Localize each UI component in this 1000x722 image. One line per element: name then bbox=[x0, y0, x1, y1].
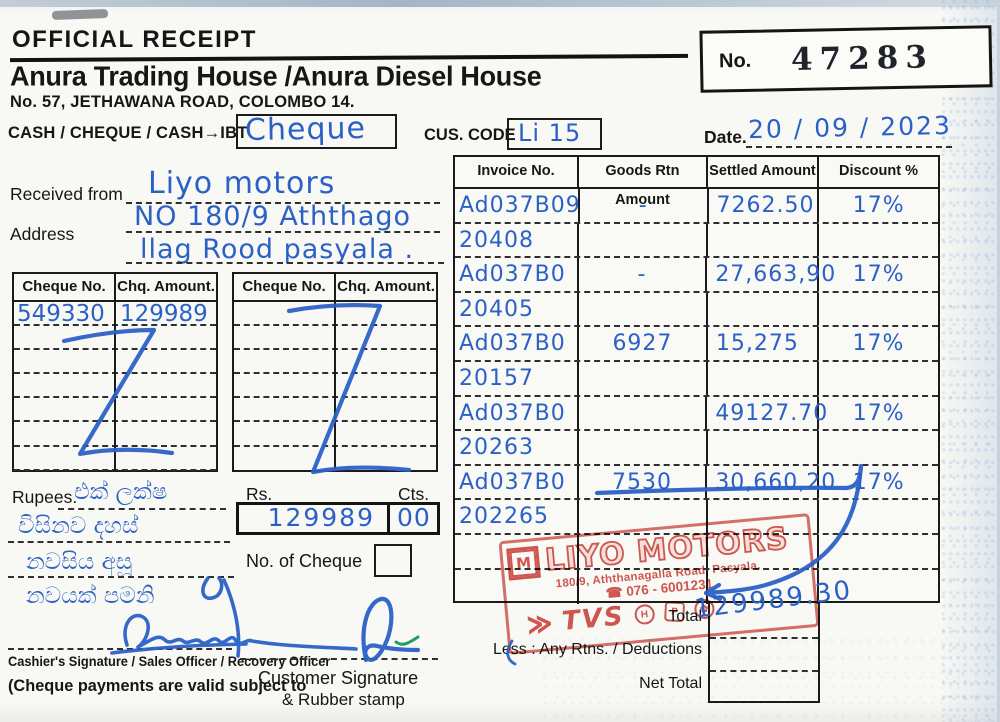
received-from-label: Received from bbox=[10, 184, 123, 204]
sinhala-flourish-stroke bbox=[201, 576, 241, 658]
rupees-rule1 bbox=[58, 508, 226, 510]
customer-signature-line bbox=[240, 658, 438, 660]
cashier-signature-line bbox=[8, 648, 232, 650]
less-deductions-label: Less : Any Rtns. / Deductions bbox=[493, 641, 702, 658]
cheque-no-header: Cheque No. bbox=[234, 274, 336, 300]
date-handwritten: 20 / 09 / 2023 bbox=[747, 110, 953, 145]
cts-label: Cts. bbox=[398, 484, 430, 504]
cheque-number-handwritten: 549330 bbox=[17, 301, 105, 327]
amount-words-line1: එක් ලක්ෂ bbox=[74, 479, 168, 505]
received-from-line bbox=[126, 202, 440, 204]
customer-signature-stroke bbox=[361, 596, 421, 663]
no-of-cheque-label: No. of Cheque bbox=[246, 551, 363, 571]
customer-signature-label: Customer Signature bbox=[258, 668, 419, 688]
total-label: Total bbox=[668, 608, 702, 625]
amount-box: 129989 00 bbox=[236, 502, 440, 535]
amount-words-line4: නවයක් පමනි bbox=[26, 583, 155, 609]
goods-rtn-header: Goods Rtn Amount bbox=[579, 157, 708, 208]
payment-method-label: CASH / CHEQUE / CASH→IBT bbox=[8, 124, 248, 142]
cheque-amount-handwritten: 129989 bbox=[120, 301, 208, 327]
receipt-number-box: No. 47283 bbox=[699, 25, 993, 93]
cts-amount-handwritten: 00 bbox=[397, 503, 431, 532]
address-line1-rule bbox=[126, 231, 440, 233]
receipt-number-label: No. bbox=[718, 49, 752, 73]
cashier-signature-stroke bbox=[123, 613, 358, 651]
invoice-no-header: Invoice No. bbox=[455, 157, 579, 187]
company-address: No. 57, JETHAWANA ROAD, COLOMBO 14. bbox=[10, 93, 355, 111]
customer-code-handwritten: Li 15 bbox=[518, 119, 582, 147]
invoice-row: Ad037B0 7530 30,660,20 17% bbox=[455, 465, 938, 501]
settled-amount-header: Settled Amount bbox=[708, 157, 819, 187]
column-divider bbox=[114, 302, 116, 471]
cheque-amount-header: Chq. Amount. bbox=[337, 278, 435, 295]
payment-method-box bbox=[236, 114, 397, 149]
address-handwritten-line1: NO 180/9 Aththago bbox=[134, 201, 412, 232]
ink-smudge bbox=[51, 9, 109, 20]
rupees-rule3 bbox=[8, 576, 234, 578]
received-from-handwritten: Liyo motors bbox=[148, 166, 336, 201]
invoice-row: Ad037B0 - 27,663,90 17% bbox=[455, 258, 938, 293]
totals-rule2 bbox=[710, 670, 818, 672]
rs-label: Rs. bbox=[246, 484, 273, 504]
invoice-row: 20405 bbox=[455, 292, 938, 328]
stamp-tvs-brand: TVS bbox=[560, 601, 626, 637]
date-label: Date. bbox=[704, 127, 747, 147]
date-line bbox=[746, 146, 952, 148]
amount-words-line3: නවසිය අසූ bbox=[26, 549, 133, 575]
receipt-title: OFFICIAL RECEIPT bbox=[12, 26, 257, 53]
customer-code-box bbox=[507, 118, 602, 150]
rupees-label: Rupees. bbox=[12, 487, 78, 507]
rs-cts-divider bbox=[387, 505, 390, 532]
rs-amount-handwritten: 129989 bbox=[267, 503, 375, 532]
invoice-row: Ad037B0 6927 15,275 17% bbox=[455, 327, 938, 362]
payment-method-handwritten: Cheque bbox=[244, 110, 367, 149]
invoice-row: Ad037B0 49127.70 17% bbox=[455, 396, 938, 432]
cheque-validity-note: (Cheque payments are valid subject to bbox=[8, 676, 307, 695]
invoice-row: 20263 bbox=[455, 431, 938, 466]
address-line2-rule bbox=[126, 262, 444, 264]
scan-edge-right bbox=[941, 0, 1000, 722]
amount-words-line2: විසිනව දහස් bbox=[18, 513, 139, 539]
invoice-row: Ad037B09 - 7262.50 17% bbox=[455, 189, 938, 224]
stamp-m-logo: M bbox=[506, 545, 541, 581]
scan-edge-top bbox=[0, 0, 1000, 7]
rubber-stamp-label: & Rubber stamp bbox=[282, 690, 405, 709]
tvs-chevron-icon: ≫ bbox=[525, 606, 554, 642]
cheque-table-1: Cheque No. Chq. Amount. 549330 129989 bbox=[12, 272, 218, 472]
totals-box bbox=[708, 603, 820, 703]
invoice-row: 202265 bbox=[455, 500, 938, 535]
cheque-no-header: Cheque No. bbox=[14, 274, 116, 300]
discount-header: Discount % bbox=[839, 163, 918, 179]
invoice-row: 20157 bbox=[455, 361, 938, 397]
scan-speckle-bottom bbox=[540, 632, 960, 722]
customer-code-label: CUS. CODE bbox=[424, 126, 516, 144]
no-of-cheque-box bbox=[374, 544, 412, 577]
cheque-amount-header: Chq. Amount. bbox=[117, 278, 215, 295]
stamp-emblem: H bbox=[633, 603, 656, 626]
totals-rule1 bbox=[710, 637, 818, 639]
company-name: Anura Trading House /Anura Diesel House bbox=[10, 61, 542, 92]
column-divider bbox=[334, 302, 336, 471]
address-label: Address bbox=[10, 224, 75, 244]
stamp-emblem: P bbox=[663, 601, 685, 623]
receipt-number-value: 47283 bbox=[790, 39, 935, 79]
green-tick-stroke bbox=[394, 635, 420, 646]
net-total-label: Net Total bbox=[639, 675, 702, 692]
cashier-signature-label: Cashier's Signature / Sales Officer / Re… bbox=[8, 654, 331, 669]
address-handwritten-line2: llag Rood pasyala . bbox=[140, 234, 415, 265]
cheque-table-2: Cheque No. Chq. Amount. bbox=[232, 272, 438, 472]
invoice-row: 20408 bbox=[455, 223, 938, 259]
rupees-rule2 bbox=[8, 541, 230, 543]
